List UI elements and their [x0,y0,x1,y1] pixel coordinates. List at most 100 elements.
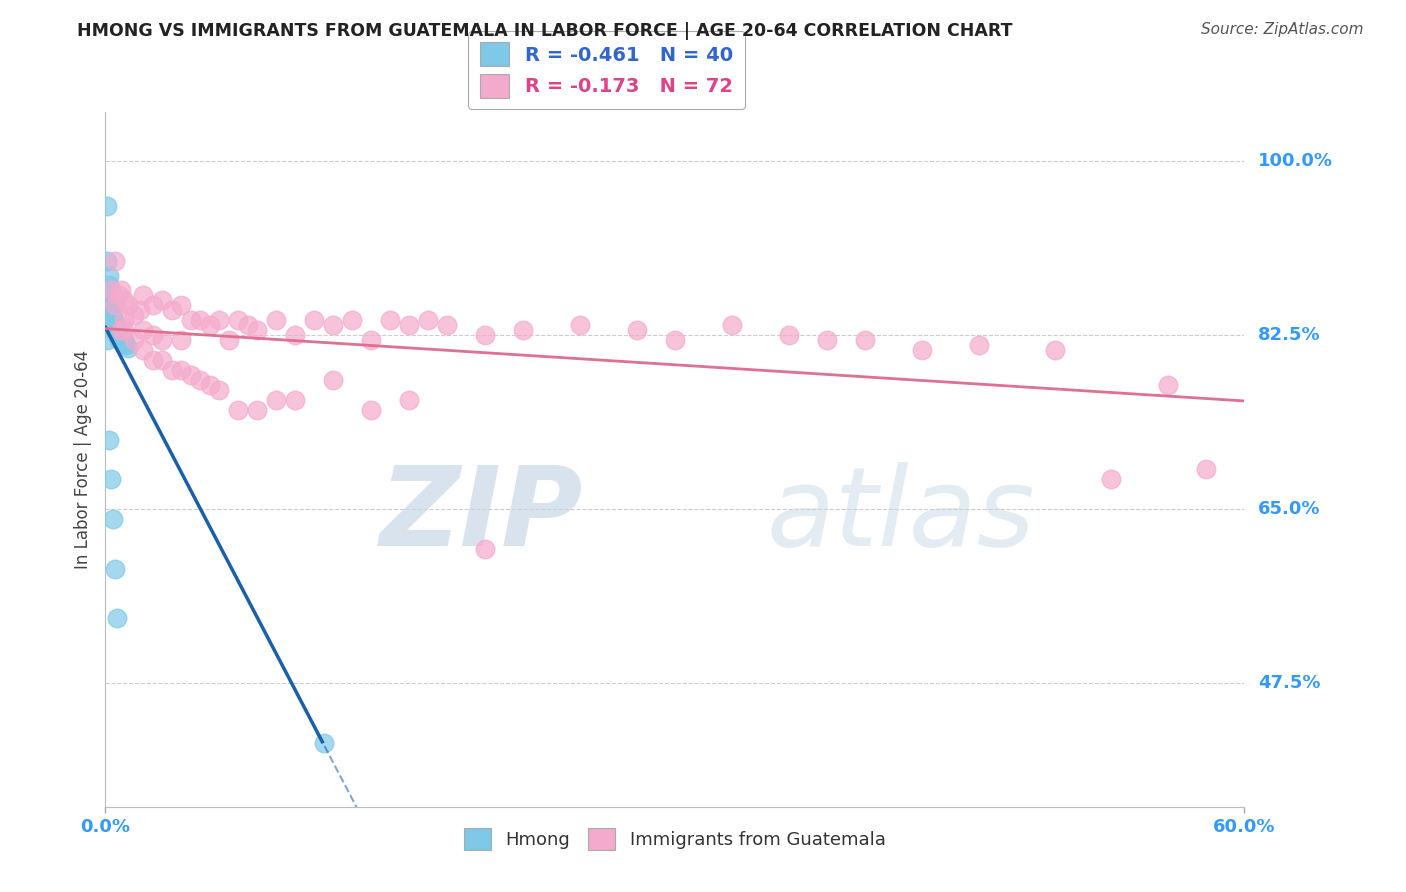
Point [378,313,402,327]
Legend: Hmong, Immigrants from Guatemala: Hmong, Immigrants from Guatemala [457,821,893,857]
Point [246,323,269,337]
Point [107,330,129,344]
Point [104,298,127,312]
Text: HMONG VS IMMIGRANTS FROM GUATEMALA IN LABOR FORCE | AGE 20-64 CORRELATION CHART: HMONG VS IMMIGRANTS FROM GUATEMALA IN LA… [77,22,1012,40]
Point [312,736,335,750]
Point [778,328,800,343]
Text: Source: ZipAtlas.com: Source: ZipAtlas.com [1201,22,1364,37]
Text: 47.5%: 47.5% [1258,674,1320,692]
Text: 100.0%: 100.0% [1258,153,1333,170]
Point [188,373,212,387]
Point [180,313,202,327]
Point [911,343,934,357]
Point [104,315,127,329]
Point [264,392,288,407]
Point [98,288,121,302]
Point [100,284,122,298]
Point [98,278,121,293]
Point [101,310,124,325]
Point [101,316,124,330]
Point [815,333,838,347]
Point [322,318,344,333]
Point [152,293,174,308]
Point [122,333,145,347]
Text: atlas: atlas [766,461,1035,568]
Point [114,336,135,351]
Point [340,313,363,327]
Point [218,333,240,347]
Point [100,295,122,310]
Point [142,298,165,312]
Point [111,336,134,351]
Point [418,313,440,327]
Point [198,377,221,392]
Point [1195,462,1218,476]
Text: 82.5%: 82.5% [1258,326,1320,344]
Point [436,318,458,333]
Point [1099,472,1122,486]
Point [122,308,145,322]
Point [104,562,127,576]
Point [96,253,118,268]
Point [117,298,139,312]
Point [100,305,122,319]
Point [105,611,128,625]
Point [105,328,128,343]
Point [105,321,128,335]
Point [304,313,326,327]
Point [228,402,250,417]
Point [180,368,202,382]
Point [101,512,124,526]
Point [360,333,382,347]
Point [104,253,127,268]
Point [96,199,118,213]
Point [664,333,686,347]
Point [100,472,122,486]
Point [160,303,183,318]
Point [117,341,139,355]
Point [98,433,121,447]
Point [132,323,155,337]
Point [98,268,121,283]
Point [170,363,193,377]
Point [853,333,876,347]
Point [132,343,155,357]
Point [114,323,135,337]
Point [114,333,135,347]
Point [110,333,132,347]
Text: 65.0%: 65.0% [1258,500,1320,518]
Point [246,402,269,417]
Point [96,333,118,347]
Point [228,313,250,327]
Point [188,313,212,327]
Point [114,313,135,327]
Point [105,325,128,339]
Point [110,330,132,344]
Point [110,284,132,298]
Point [110,323,132,337]
Point [98,298,121,312]
Point [1043,343,1066,357]
Point [721,318,744,333]
Point [107,333,129,347]
Point [284,392,307,407]
Point [142,328,165,343]
Text: ZIP: ZIP [380,461,583,568]
Point [1157,377,1180,392]
Point [114,293,135,308]
Point [236,318,259,333]
Point [104,321,127,335]
Y-axis label: In Labor Force | Age 20-64: In Labor Force | Age 20-64 [73,350,91,569]
Point [100,308,122,322]
Point [101,320,124,334]
Point [128,303,150,318]
Point [107,288,129,302]
Point [398,392,420,407]
Point [115,338,138,352]
Point [107,327,129,342]
Point [208,313,231,327]
Point [264,313,288,327]
Point [198,318,221,333]
Point [142,353,165,368]
Point [104,325,127,339]
